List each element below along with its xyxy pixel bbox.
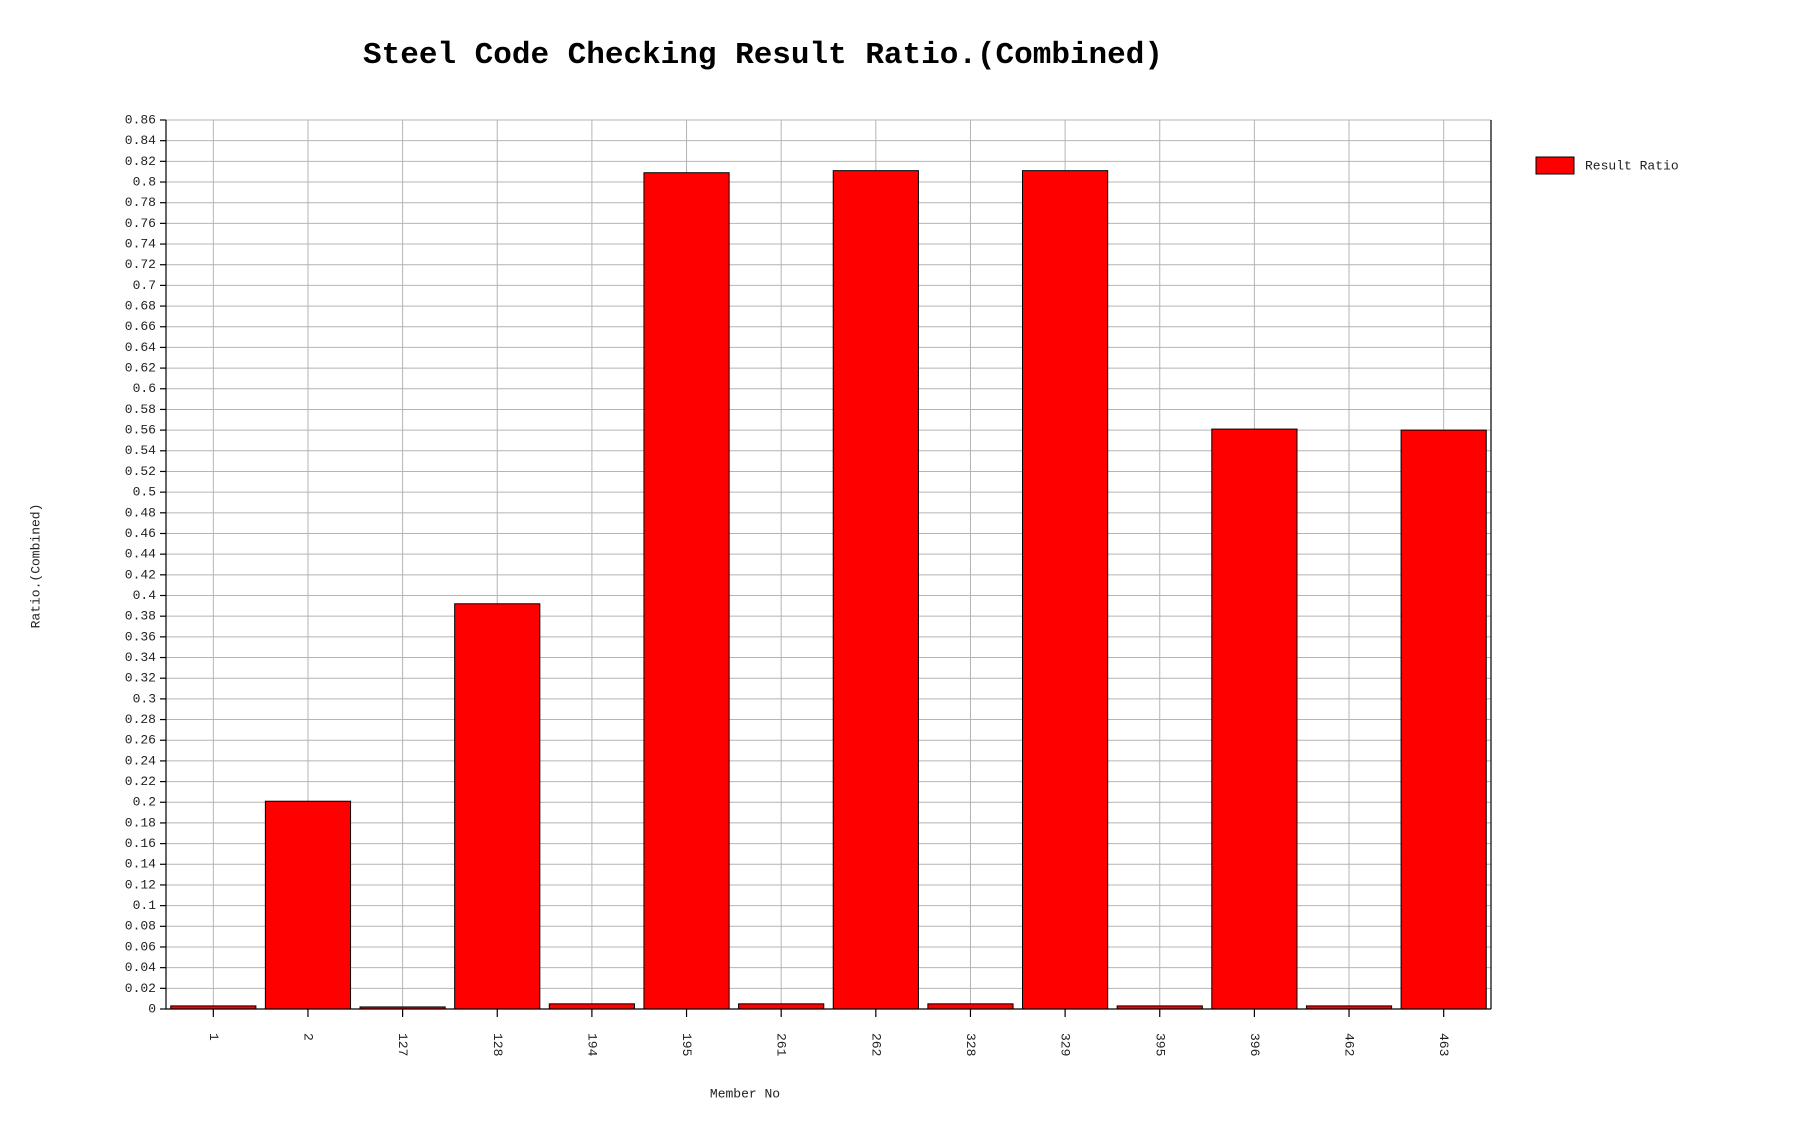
y-tick-label: 0 bbox=[148, 1001, 156, 1016]
y-tick-label: 0.2 bbox=[133, 795, 156, 810]
y-tick-label: 0.52 bbox=[125, 464, 156, 479]
y-tick-label: 0.04 bbox=[125, 960, 156, 975]
bar bbox=[1400, 429, 1487, 1010]
y-tick-label: 0.08 bbox=[125, 919, 156, 934]
y-tick-label: 0.36 bbox=[125, 629, 156, 644]
x-tick-label: 395 bbox=[1152, 1033, 1167, 1056]
x-tick-label: 462 bbox=[1342, 1033, 1357, 1056]
legend-swatch bbox=[1535, 156, 1575, 175]
y-tick-label: 0.74 bbox=[125, 236, 156, 251]
y-tick-label: 0.82 bbox=[125, 154, 156, 169]
chart-title: Steel Code Checking Result Ratio.(Combin… bbox=[363, 38, 1163, 73]
y-tick-label: 0.42 bbox=[125, 567, 156, 582]
x-tick-label: 261 bbox=[774, 1033, 789, 1057]
y-tick-label: 0.46 bbox=[125, 526, 156, 541]
x-tick-label: 195 bbox=[679, 1033, 694, 1056]
y-tick-label: 0.62 bbox=[125, 361, 156, 376]
x-tick-label: 463 bbox=[1436, 1033, 1451, 1056]
y-tick-label: 0.22 bbox=[125, 774, 156, 789]
bar bbox=[454, 603, 541, 1010]
bar bbox=[548, 1003, 635, 1010]
y-tick-label: 0.02 bbox=[125, 981, 156, 996]
y-tick-label: 0.66 bbox=[125, 319, 156, 334]
y-tick-label: 0.14 bbox=[125, 857, 156, 872]
bar bbox=[1211, 428, 1298, 1010]
y-tick-label: 0.38 bbox=[125, 609, 156, 624]
y-tick-label: 0.64 bbox=[125, 340, 156, 355]
y-tick-label: 0.28 bbox=[125, 712, 156, 727]
x-tick-label: 262 bbox=[868, 1033, 883, 1056]
x-axis-label: Member No bbox=[710, 1086, 780, 1101]
x-tick-label: 1 bbox=[206, 1033, 221, 1041]
y-tick-label: 0.32 bbox=[125, 671, 156, 686]
y-tick-label: 0.48 bbox=[125, 505, 156, 520]
y-tick-label: 0.58 bbox=[125, 402, 156, 417]
bar bbox=[1022, 170, 1109, 1010]
y-tick-label: 0.8 bbox=[133, 174, 156, 189]
y-tick-label: 0.72 bbox=[125, 257, 156, 272]
y-axis-label: Ratio.(Combined) bbox=[28, 504, 43, 629]
y-tick-label: 0.5 bbox=[133, 485, 156, 500]
y-tick-label: 0.6 bbox=[133, 381, 156, 396]
y-tick-label: 0.3 bbox=[133, 691, 156, 706]
x-tick-label: 127 bbox=[395, 1033, 410, 1056]
y-tick-label: 0.56 bbox=[125, 423, 156, 438]
y-tick-label: 0.86 bbox=[125, 112, 156, 127]
y-tick-label: 0.78 bbox=[125, 195, 156, 210]
x-tick-label: 396 bbox=[1247, 1033, 1262, 1056]
bar bbox=[643, 172, 730, 1010]
y-tick-label: 0.18 bbox=[125, 815, 156, 830]
y-tick-label: 0.4 bbox=[133, 588, 157, 603]
y-tick-label: 0.26 bbox=[125, 733, 156, 748]
y-tick-label: 0.34 bbox=[125, 650, 156, 665]
x-tick-label: 329 bbox=[1058, 1033, 1073, 1056]
bar bbox=[738, 1003, 825, 1010]
bar bbox=[927, 1003, 1014, 1010]
y-tick-label: 0.84 bbox=[125, 133, 156, 148]
bar bbox=[832, 170, 919, 1010]
y-tick-label: 0.7 bbox=[133, 278, 156, 293]
bar bbox=[264, 800, 352, 1010]
x-tick-label: 194 bbox=[584, 1033, 599, 1057]
y-tick-label: 0.24 bbox=[125, 753, 156, 768]
x-tick-label: 128 bbox=[490, 1033, 505, 1056]
x-tick-label: 2 bbox=[301, 1033, 316, 1041]
legend-label: Result Ratio bbox=[1585, 158, 1679, 173]
y-tick-label: 0.68 bbox=[125, 299, 156, 314]
x-tick-label: 328 bbox=[963, 1033, 978, 1056]
y-tick-label: 0.54 bbox=[125, 443, 156, 458]
y-tick-label: 0.16 bbox=[125, 836, 156, 851]
y-tick-label: 0.76 bbox=[125, 216, 156, 231]
y-tick-label: 0.44 bbox=[125, 547, 156, 562]
y-tick-label: 0.12 bbox=[125, 877, 156, 892]
y-tick-label: 0.06 bbox=[125, 939, 156, 954]
y-tick-label: 0.1 bbox=[133, 898, 157, 913]
